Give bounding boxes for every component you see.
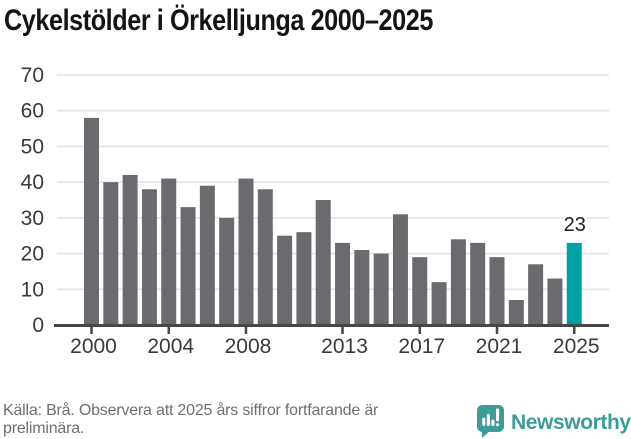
x-axis-label: 2017: [398, 335, 445, 358]
y-axis-label: 30: [21, 207, 44, 230]
x-tick: [341, 327, 344, 334]
bar-2018: [431, 282, 447, 325]
x-tick: [495, 327, 499, 334]
x-axis-label: 2008: [225, 335, 272, 358]
x-axis-label: 2025: [553, 335, 600, 358]
bar-2013: [335, 242, 351, 325]
x-tick: [418, 327, 422, 334]
bar-2025: [566, 242, 582, 325]
source-note: Källa: Brå. Observera att 2025 års siffr…: [3, 402, 379, 437]
bar-2024: [547, 278, 563, 325]
bar-2014: [354, 250, 370, 325]
bar-2000: [84, 117, 99, 326]
y-axis-label: 10: [21, 278, 44, 301]
bar-2012: [315, 200, 331, 325]
x-axis-label: 2013: [321, 335, 368, 358]
x-axis-label: 2004: [147, 335, 194, 358]
bar-2007: [219, 217, 235, 325]
y-axis-label: 20: [21, 243, 44, 266]
bar-2010: [277, 235, 293, 325]
bar-2021: [489, 257, 505, 325]
bar-2015: [373, 253, 389, 325]
bar-2023: [528, 264, 544, 325]
bar-2002: [122, 175, 138, 325]
bar-2001: [103, 182, 119, 325]
y-axis-label: 70: [21, 64, 44, 87]
y-axis-label: 60: [21, 100, 44, 123]
y-axis-label: 50: [21, 135, 44, 158]
newsworthy-logo-text: Newsworthy: [511, 411, 631, 434]
newsworthy-logo-icon: [477, 405, 504, 438]
bar-2006: [199, 185, 215, 325]
bar-2003: [141, 189, 157, 325]
x-axis-line: [54, 324, 609, 327]
x-axis-label: 2021: [476, 335, 523, 358]
mini-bar-chart-glyph: [482, 408, 500, 427]
bar-2009: [257, 189, 273, 325]
x-tick: [573, 327, 576, 334]
bar-2011: [296, 232, 312, 325]
x-tick: [167, 327, 170, 334]
newsworthy-logo[interactable]: Newsworthy: [476, 404, 631, 438]
chart-title: Cykelstölder i Örkelljunga 2000–2025: [4, 4, 433, 37]
value-annotation: 23: [564, 214, 586, 236]
x-tick: [90, 327, 93, 334]
y-axis-label: 40: [21, 171, 44, 194]
bar-2005: [180, 207, 196, 325]
bar-2022: [508, 300, 524, 325]
bar-2019: [450, 239, 466, 325]
speech-bubble-shape: [477, 405, 504, 438]
bar-2020: [470, 242, 486, 325]
x-axis-label: 2000: [70, 335, 117, 358]
y-axis-label: 0: [32, 314, 44, 337]
x-tick: [244, 327, 248, 334]
bar-2016: [392, 214, 408, 325]
bar-2008: [238, 178, 254, 325]
bar-2017: [412, 257, 428, 325]
bar-2004: [161, 178, 177, 325]
